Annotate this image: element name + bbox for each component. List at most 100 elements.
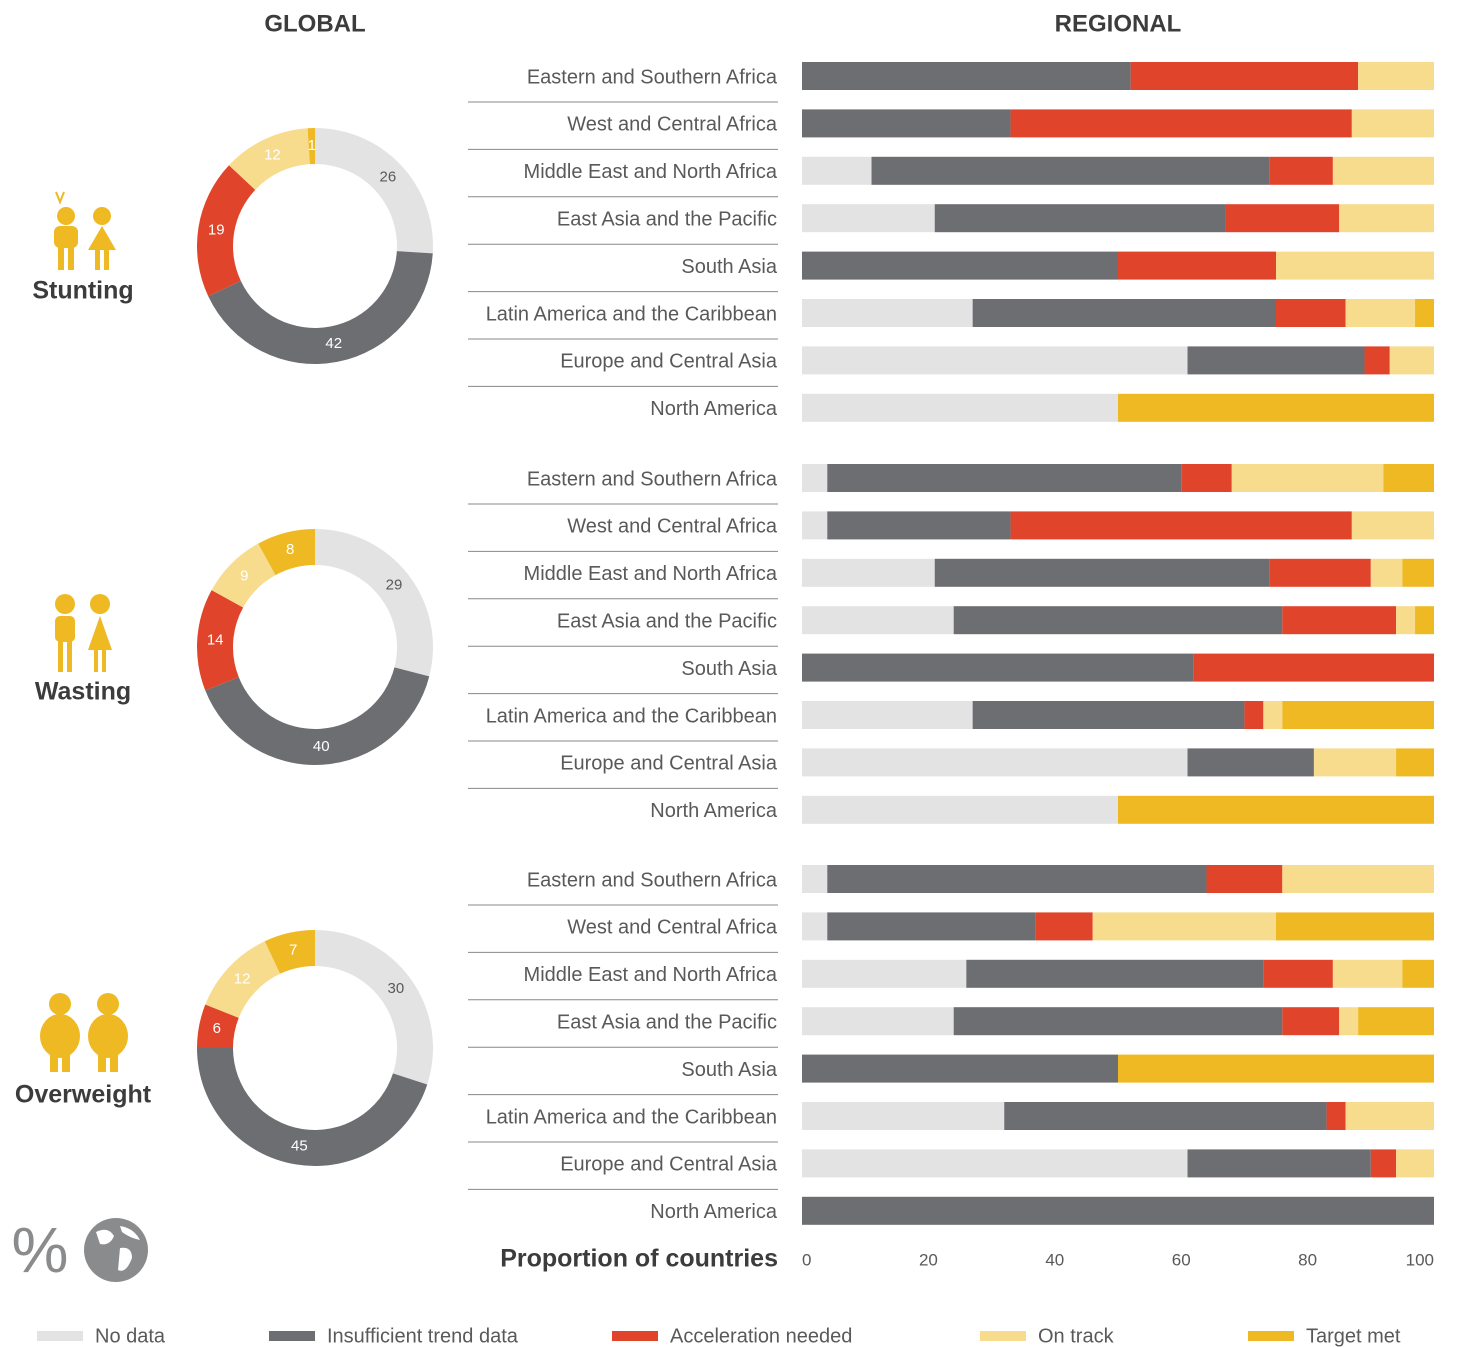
donut-segment <box>228 128 310 190</box>
bar-segment <box>802 865 828 893</box>
bar-segment <box>802 204 935 233</box>
bar-segment <box>827 912 1036 941</box>
bar-segment <box>1370 558 1403 587</box>
category-label: North America <box>650 398 778 420</box>
bar-segment <box>802 1149 1188 1178</box>
x-tick-label: 80 <box>1298 1250 1317 1269</box>
category-label: East Asia and the Pacific <box>557 610 777 632</box>
bar-segment <box>1269 156 1333 185</box>
donut-label: 8 <box>286 541 294 558</box>
category-label: Latin America and the Caribbean <box>486 303 777 325</box>
donut-label: 6 <box>213 1020 221 1037</box>
bar-segment <box>1332 959 1403 988</box>
bar-segment <box>1396 1149 1434 1178</box>
bar-segment <box>1326 1102 1346 1130</box>
legend-swatch <box>37 1331 83 1341</box>
donut-label: 30 <box>388 980 405 997</box>
bar-segment <box>1402 959 1434 988</box>
bar-segment <box>972 299 1276 327</box>
bar-segment <box>1364 346 1390 375</box>
category-label: Europe and Central Asia <box>560 1154 778 1176</box>
legend-swatch <box>1248 1331 1294 1341</box>
donut-segment <box>197 165 256 297</box>
donut-label: 45 <box>291 1138 308 1155</box>
indicator-label: Wasting <box>35 678 131 706</box>
bar-segment <box>1276 299 1346 327</box>
globe-icon <box>84 1218 148 1282</box>
bar-segment <box>1383 464 1434 492</box>
bar-segment <box>1010 109 1352 138</box>
bar-segment <box>1345 1102 1434 1130</box>
bar-segment <box>1092 912 1276 941</box>
donut-label: 1 <box>308 137 316 154</box>
donut-segment <box>197 590 244 691</box>
bar-segment <box>1225 204 1340 233</box>
bar-segment <box>802 393 1118 422</box>
bar-segment <box>1263 701 1283 729</box>
donut-segment <box>211 543 276 608</box>
bar-segment <box>802 959 967 988</box>
donut-segment <box>205 667 430 766</box>
bar-segment <box>802 299 973 327</box>
bar-segment <box>1193 653 1434 682</box>
bar-segment <box>1282 606 1397 635</box>
regional-header: REGIONAL <box>1055 10 1182 37</box>
bar-segment <box>1396 606 1416 635</box>
bar-segment <box>802 912 828 941</box>
global-header: GLOBAL <box>264 10 365 37</box>
bar-segment <box>802 1054 1118 1083</box>
category-label: South Asia <box>681 1059 778 1081</box>
bar-segment <box>1339 1007 1359 1036</box>
category-label: Eastern and Southern Africa <box>527 869 778 891</box>
bar-segment <box>1332 156 1434 185</box>
bar-segment <box>802 464 828 492</box>
bar-segment <box>802 1196 1434 1225</box>
bar-segment <box>1130 62 1359 90</box>
bar-segment <box>1187 748 1314 777</box>
percent-symbol: % <box>12 1214 69 1286</box>
bar-segment <box>1313 748 1397 777</box>
bar-segment <box>802 606 954 635</box>
category-label: Eastern and Southern Africa <box>527 66 778 88</box>
donut-label: 42 <box>325 335 342 352</box>
category-label: Latin America and the Caribbean <box>486 1106 777 1128</box>
bar-segment <box>1181 464 1232 492</box>
legend-swatch <box>612 1331 658 1341</box>
bar-segment <box>802 701 973 729</box>
legend-label: Acceleration needed <box>670 1325 852 1347</box>
bar-segment <box>802 156 872 185</box>
donut-label: 19 <box>208 221 225 238</box>
donut-label: 29 <box>386 577 403 594</box>
bar-segment <box>1415 606 1434 635</box>
bar-segment <box>871 156 1270 185</box>
bar-segment <box>1370 1149 1397 1178</box>
bar-segment <box>1263 959 1333 988</box>
bar-segment <box>802 62 1131 90</box>
bar-segment <box>802 1102 1005 1130</box>
category-label: South Asia <box>681 658 778 680</box>
category-label: West and Central Africa <box>567 516 778 538</box>
category-label: South Asia <box>681 256 778 278</box>
x-axis-label: Proportion of countries <box>500 1245 778 1273</box>
bar-segment <box>1118 1054 1434 1083</box>
donut-segment <box>208 251 433 364</box>
donut-segment <box>258 529 315 576</box>
category-label: Europe and Central Asia <box>560 351 778 373</box>
bar-segment <box>1269 558 1371 587</box>
category-label: North America <box>650 800 778 822</box>
donut-segment <box>264 930 315 974</box>
donut-segment <box>197 1048 428 1166</box>
bar-segment <box>802 109 1011 138</box>
bar-segment <box>802 251 1118 280</box>
indicator-label: Overweight <box>15 1081 152 1109</box>
bar-segment <box>934 558 1270 587</box>
bar-segment <box>802 1007 954 1036</box>
donut-label: 12 <box>264 146 281 163</box>
bar-segment <box>1187 1149 1371 1178</box>
bar-segment <box>827 511 1011 540</box>
bar-segment <box>1415 299 1434 327</box>
x-tick-label: 60 <box>1172 1250 1191 1269</box>
donut-label: 12 <box>234 971 251 988</box>
bar-segment <box>802 511 828 540</box>
bar-segment <box>1339 204 1434 233</box>
